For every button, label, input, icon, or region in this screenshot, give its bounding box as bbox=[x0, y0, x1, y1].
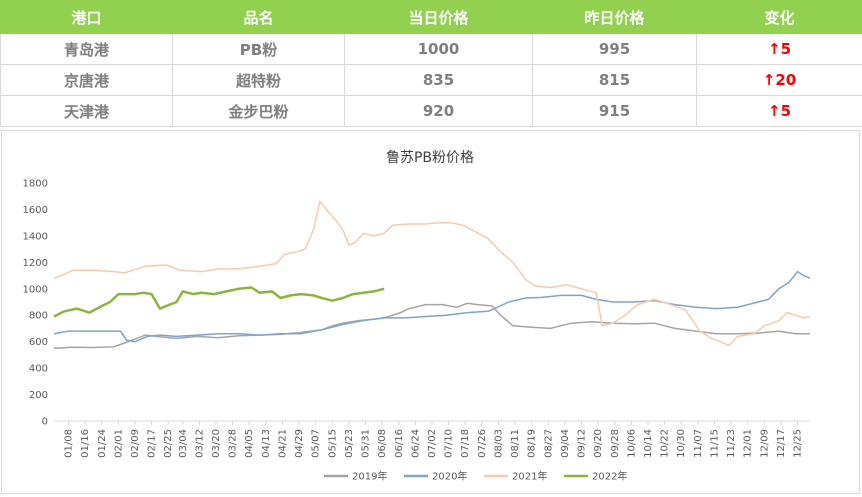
y-tick-label: 400 bbox=[29, 364, 48, 375]
x-tick-label: 06/16 bbox=[394, 429, 405, 458]
table-row: 天津港 金步巴粉 920 915 ↑5 bbox=[1, 96, 862, 127]
legend-label: 2020年 bbox=[432, 470, 467, 483]
x-tick-label: 03/04 bbox=[178, 429, 189, 458]
x-tick-label: 01/16 bbox=[80, 429, 91, 458]
series-line-2021年 bbox=[54, 202, 810, 346]
x-tick-label: 12/01 bbox=[743, 429, 754, 458]
chart-title: 鲁苏PB粉价格 bbox=[386, 150, 474, 166]
today-price-cell: 1000 bbox=[345, 34, 533, 65]
x-tick-label: 11/15 bbox=[709, 429, 720, 458]
y-tick-label: 600 bbox=[29, 337, 48, 348]
header-port: 港口 bbox=[1, 1, 173, 34]
x-tick-label: 10/22 bbox=[660, 429, 671, 458]
y-tick-label: 1600 bbox=[23, 205, 48, 216]
x-tick-label: 08/11 bbox=[510, 429, 521, 458]
x-tick-label: 05/23 bbox=[344, 429, 355, 458]
header-product: 品名 bbox=[173, 1, 345, 34]
x-tick-label: 11/23 bbox=[726, 429, 737, 458]
today-price-cell: 835 bbox=[345, 65, 533, 96]
change-cell: ↑5 bbox=[697, 96, 862, 127]
table-row: 京唐港 超特粉 835 815 ↑20 bbox=[1, 65, 862, 96]
x-tick-label: 10/14 bbox=[643, 429, 654, 458]
x-tick-label: 04/13 bbox=[261, 429, 272, 458]
y-tick-label: 1800 bbox=[23, 179, 48, 190]
legend-label: 2019年 bbox=[352, 470, 387, 483]
change-value: 5 bbox=[781, 40, 791, 58]
x-tick-label: 05/31 bbox=[361, 429, 372, 458]
yesterday-price-cell: 815 bbox=[533, 65, 697, 96]
y-tick-label: 1200 bbox=[23, 258, 48, 269]
chart-container: 鲁苏PB粉价格 0 200 400 600 800 1000 1200 1400 1600 180… bbox=[1, 130, 860, 494]
x-tick-label: 06/24 bbox=[410, 429, 421, 458]
x-tick-label: 05/07 bbox=[311, 429, 322, 458]
header-change: 变化 bbox=[697, 1, 862, 34]
x-tick-label: 03/12 bbox=[194, 429, 205, 458]
port-cell: 天津港 bbox=[1, 96, 173, 127]
table-header-row: 港口 品名 当日价格 昨日价格 变化 bbox=[1, 1, 862, 34]
x-tick-label: 01/08 bbox=[64, 429, 75, 458]
change-value: 5 bbox=[781, 102, 791, 120]
change-cell: ↑20 bbox=[697, 65, 862, 96]
x-tick-label: 09/20 bbox=[593, 429, 604, 458]
y-axis: 0 200 400 600 800 1000 1200 1400 1600 1800 bbox=[23, 179, 48, 428]
change-value: 20 bbox=[775, 71, 796, 89]
x-tick-label: 02/17 bbox=[147, 429, 158, 458]
x-tick-label: 04/29 bbox=[294, 429, 305, 458]
product-cell: 金步巴粉 bbox=[173, 96, 345, 127]
product-cell: 超特粉 bbox=[173, 65, 345, 96]
price-table: 港口 品名 当日价格 昨日价格 变化 青岛港 PB粉 1000 995 ↑5 京… bbox=[0, 0, 862, 127]
x-tick-label: 06/08 bbox=[377, 429, 388, 458]
x-tick-label: 07/10 bbox=[444, 429, 455, 458]
x-tick-label: 10/06 bbox=[626, 429, 637, 458]
legend-label: 2022年 bbox=[592, 470, 627, 483]
header-today-price: 当日价格 bbox=[345, 1, 533, 34]
y-tick-label: 1400 bbox=[23, 231, 48, 242]
x-tick-label: 12/25 bbox=[793, 429, 804, 458]
x-tick-label: 04/05 bbox=[244, 429, 255, 458]
y-tick-label: 0 bbox=[42, 417, 48, 428]
x-tick-label: 03/28 bbox=[228, 429, 239, 458]
price-line-chart: 鲁苏PB粉价格 0 200 400 600 800 1000 1200 1400 1600 180… bbox=[2, 131, 859, 493]
x-tick-label: 02/01 bbox=[113, 429, 124, 458]
up-arrow-icon: ↑ bbox=[768, 40, 781, 58]
y-tick-label: 800 bbox=[29, 311, 48, 322]
series-line-2022年 bbox=[54, 288, 384, 317]
x-tick-label: 05/15 bbox=[327, 429, 338, 458]
port-cell: 京唐港 bbox=[1, 65, 173, 96]
x-tick-label: 09/12 bbox=[577, 429, 588, 458]
port-cell: 青岛港 bbox=[1, 34, 173, 65]
today-price-cell: 920 bbox=[345, 96, 533, 127]
x-tick-label: 07/26 bbox=[477, 429, 488, 458]
x-tick-label: 08/27 bbox=[543, 429, 554, 458]
y-tick-label: 200 bbox=[29, 390, 48, 401]
up-arrow-icon: ↑ bbox=[768, 102, 781, 120]
x-tick-label: 07/02 bbox=[427, 429, 438, 458]
change-cell: ↑5 bbox=[697, 34, 862, 65]
yesterday-price-cell: 995 bbox=[533, 34, 697, 65]
x-tick-label: 02/09 bbox=[130, 429, 141, 458]
y-tick-label: 1000 bbox=[23, 284, 48, 295]
x-tick-label: 04/21 bbox=[277, 429, 288, 458]
x-tick-label: 11/07 bbox=[693, 429, 704, 458]
yesterday-price-cell: 915 bbox=[533, 96, 697, 127]
x-tick-label: 08/19 bbox=[527, 429, 538, 458]
x-axis: 01/08 01/16 01/24 02/01 02/09 02/17 02/25 03/04… bbox=[54, 421, 810, 458]
table-row: 青岛港 PB粉 1000 995 ↑5 bbox=[1, 34, 862, 65]
series-lines bbox=[54, 202, 810, 349]
x-tick-label: 08/03 bbox=[493, 429, 504, 458]
x-tick-label: 12/17 bbox=[776, 429, 787, 458]
legend-label: 2021年 bbox=[512, 470, 547, 483]
x-tick-label: 03/20 bbox=[211, 429, 222, 458]
x-tick-label: 09/04 bbox=[560, 429, 571, 458]
x-tick-label: 02/25 bbox=[163, 429, 174, 458]
header-yesterday-price: 昨日价格 bbox=[533, 1, 697, 34]
up-arrow-icon: ↑ bbox=[763, 71, 776, 89]
product-cell: PB粉 bbox=[173, 34, 345, 65]
x-tick-label: 07/18 bbox=[460, 429, 471, 458]
x-tick-label: 10/30 bbox=[676, 429, 687, 458]
x-tick-label: 09/28 bbox=[610, 429, 621, 458]
x-tick-label: 01/24 bbox=[97, 429, 108, 458]
chart-legend: 2019年 2020年 2021年 2022年 bbox=[324, 470, 627, 483]
x-tick-label: 12/09 bbox=[759, 429, 770, 458]
